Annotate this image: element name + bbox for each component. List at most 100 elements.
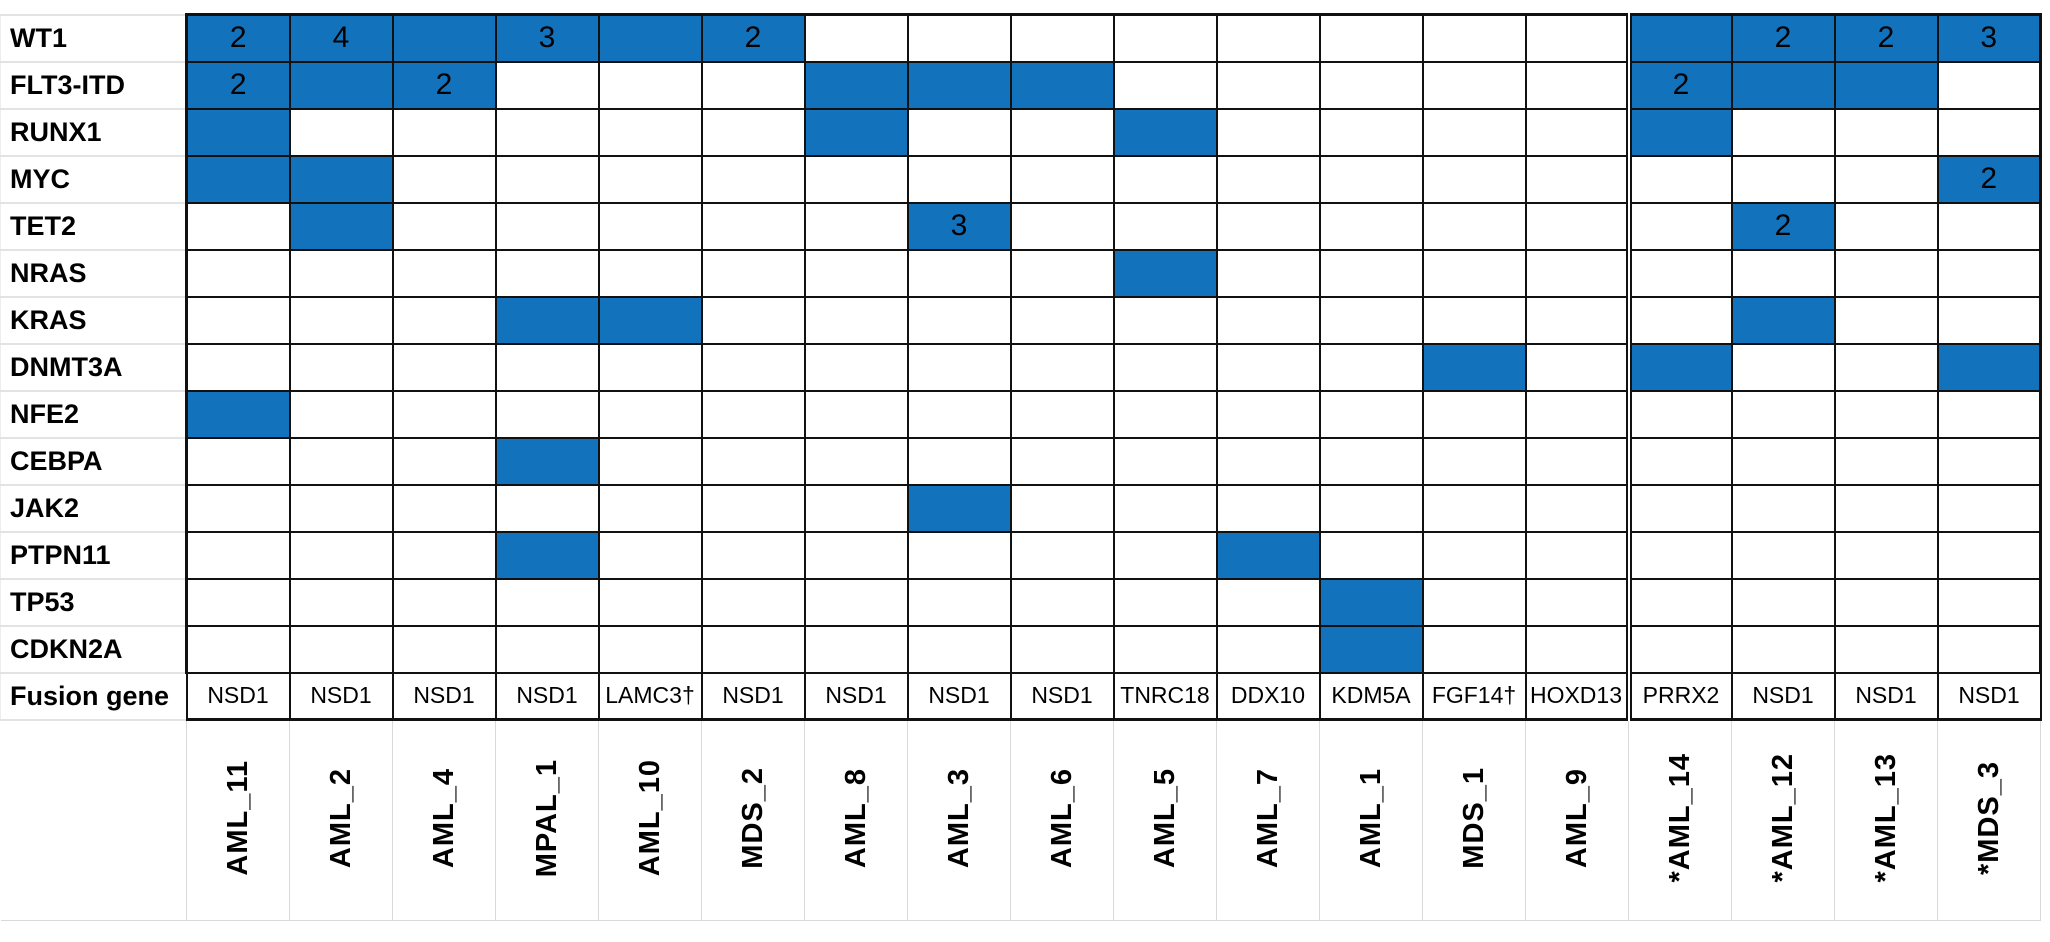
fusion-gene-cell: KDM5A xyxy=(1318,671,1424,721)
matrix-cell xyxy=(1936,295,2042,345)
matrix-cell xyxy=(1524,295,1630,345)
sample-label-cell: MDS_2 xyxy=(701,719,805,921)
matrix-cell xyxy=(700,389,806,439)
matrix-cell xyxy=(1833,154,1939,204)
matrix-cell xyxy=(700,483,806,533)
matrix-cell xyxy=(1318,248,1424,298)
fusion-gene-cell: NSD1 xyxy=(185,671,291,721)
matrix-cell-altered xyxy=(1009,60,1115,110)
sample-label-cell: *AML_14 xyxy=(1628,719,1732,921)
matrix-cell xyxy=(288,483,394,533)
matrix-cell xyxy=(1936,577,2042,627)
matrix-cell xyxy=(1524,201,1630,251)
sample-label-cell: AML_7 xyxy=(1216,719,1320,921)
matrix-cell xyxy=(1009,342,1115,392)
matrix-cell xyxy=(1936,201,2042,251)
matrix-cell xyxy=(185,201,291,251)
matrix-cell xyxy=(906,13,1012,63)
sample-label: AML_8 xyxy=(839,767,872,869)
matrix-cell xyxy=(597,436,703,486)
sample-label: MDS_2 xyxy=(736,767,769,869)
matrix-cell xyxy=(1009,154,1115,204)
matrix-cell-altered: 3 xyxy=(494,13,600,63)
sample-label-cell: AML_9 xyxy=(1525,719,1629,921)
matrix-cell xyxy=(1215,201,1321,251)
matrix-cell xyxy=(803,483,909,533)
matrix-cell xyxy=(185,483,291,533)
matrix-cell xyxy=(803,530,909,580)
matrix-cell xyxy=(1524,342,1630,392)
matrix-cell-altered xyxy=(185,389,291,439)
gene-row: NFE2 xyxy=(0,389,2042,439)
matrix-cell xyxy=(1833,107,1939,157)
matrix-cell xyxy=(906,342,1012,392)
matrix-cell xyxy=(1524,436,1630,486)
sample-label: AML_11 xyxy=(221,760,254,876)
matrix-cell xyxy=(1009,436,1115,486)
matrix-cell xyxy=(494,342,600,392)
matrix-cell xyxy=(1112,577,1218,627)
matrix-cell-altered xyxy=(597,295,703,345)
sample-label: AML_7 xyxy=(1251,767,1284,869)
matrix-cell xyxy=(597,342,703,392)
matrix-cell xyxy=(803,295,909,345)
matrix-cell xyxy=(700,248,806,298)
matrix-cell xyxy=(1833,577,1939,627)
matrix-cell xyxy=(1421,13,1527,63)
matrix-cell xyxy=(1625,248,1733,298)
fusion-gene-cell: DDX10 xyxy=(1215,671,1321,721)
matrix-cell xyxy=(1318,107,1424,157)
fusion-gene-row: Fusion gene NSD1 NSD1 NSD1 NSD1 LAMC3† NSD1 NSD… xyxy=(0,671,2042,721)
matrix-cell xyxy=(494,389,600,439)
matrix-cell xyxy=(1833,530,1939,580)
gene-row: DNMT3A xyxy=(0,342,2042,392)
gene-row: WT1 2 4 3 2 2 2 3 xyxy=(0,13,2042,63)
matrix-cell xyxy=(1625,154,1733,204)
matrix-cell xyxy=(391,530,497,580)
matrix-cell xyxy=(803,436,909,486)
matrix-cell xyxy=(906,530,1012,580)
gene-row: RUNX1 xyxy=(0,107,2042,157)
matrix-cell-altered: 2 xyxy=(1625,60,1733,110)
matrix-cell xyxy=(1112,624,1218,674)
sample-label: *AML_13 xyxy=(1869,753,1902,883)
matrix-cell xyxy=(1625,389,1733,439)
matrix-cell xyxy=(1730,248,1836,298)
matrix-cell-altered: 4 xyxy=(288,13,394,63)
matrix-cell xyxy=(1009,248,1115,298)
matrix-cell xyxy=(1625,577,1733,627)
matrix-cell xyxy=(1215,60,1321,110)
matrix-cell xyxy=(803,13,909,63)
matrix-cell xyxy=(1318,342,1424,392)
matrix-cell xyxy=(803,389,909,439)
matrix-cell xyxy=(1215,13,1321,63)
gene-label: MYC xyxy=(0,154,187,204)
matrix-cell xyxy=(1421,201,1527,251)
matrix-cell xyxy=(1318,154,1424,204)
matrix-cell xyxy=(1625,530,1733,580)
matrix-cell xyxy=(1524,248,1630,298)
oncoprint-figure: WT1 2 4 3 2 2 2 3 FLT3-ITD 2 2 2 RUNX1 MYC 2 TET2 3 2 NRAS… xyxy=(0,13,2042,921)
matrix-cell xyxy=(1009,577,1115,627)
matrix-cell xyxy=(1421,436,1527,486)
matrix-cell xyxy=(1215,154,1321,204)
gene-row: PTPN11 xyxy=(0,530,2042,580)
fusion-gene-cell: FGF14† xyxy=(1421,671,1527,721)
matrix-cell xyxy=(1318,60,1424,110)
sample-label: AML_2 xyxy=(324,767,357,869)
gene-row: CDKN2A xyxy=(0,624,2042,674)
matrix-cell xyxy=(1318,483,1424,533)
matrix-cell xyxy=(1009,295,1115,345)
matrix-cell xyxy=(494,483,600,533)
matrix-cell xyxy=(906,436,1012,486)
matrix-cell xyxy=(1833,248,1939,298)
matrix-cell xyxy=(391,436,497,486)
matrix-cell xyxy=(1936,483,2042,533)
matrix-cell xyxy=(1730,389,1836,439)
matrix-cell xyxy=(1524,577,1630,627)
matrix-cell-altered: 3 xyxy=(906,201,1012,251)
matrix-cell xyxy=(1730,577,1836,627)
matrix-cell-altered xyxy=(906,483,1012,533)
matrix-cell-altered: 2 xyxy=(185,60,291,110)
matrix-cell xyxy=(1318,295,1424,345)
